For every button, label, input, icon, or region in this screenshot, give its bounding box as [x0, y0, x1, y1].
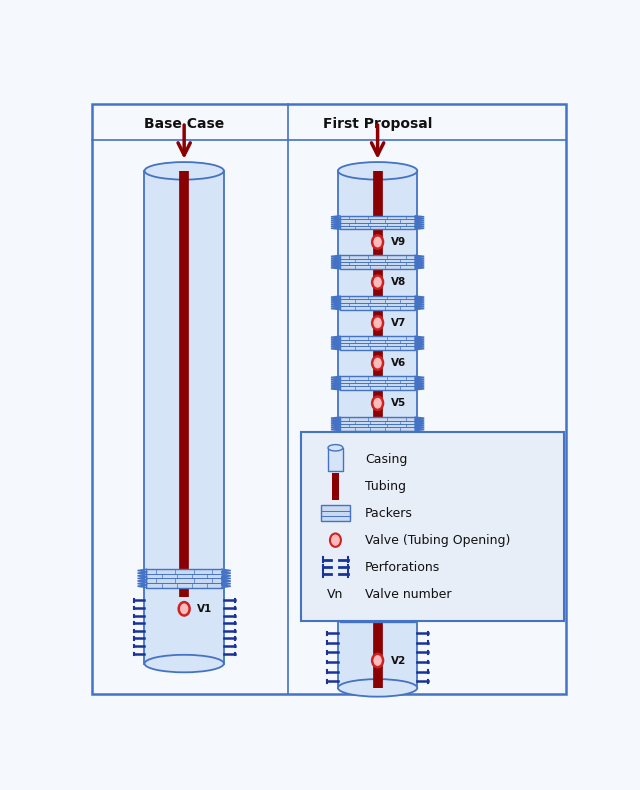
Bar [145, 171, 224, 664]
Text: Packers: Packers [365, 506, 413, 520]
Text: V9: V9 [390, 237, 406, 247]
Bar [340, 417, 415, 431]
Text: Valve (Tubing Opening): Valve (Tubing Opening) [365, 534, 511, 547]
Text: Casing: Casing [365, 453, 408, 466]
Bar [332, 473, 339, 499]
Ellipse shape [338, 162, 417, 179]
Circle shape [372, 356, 383, 370]
Text: Perforations: Perforations [365, 561, 440, 574]
Bar [340, 457, 415, 471]
Text: Valve number: Valve number [365, 588, 452, 600]
Circle shape [372, 477, 383, 491]
Text: V2: V2 [390, 656, 406, 665]
Ellipse shape [338, 679, 417, 697]
Bar [328, 448, 343, 471]
Bar [340, 255, 415, 269]
Circle shape [179, 602, 189, 615]
FancyBboxPatch shape [92, 104, 566, 694]
Circle shape [372, 276, 383, 289]
Text: First Proposal: First Proposal [323, 117, 432, 131]
Text: V5: V5 [390, 398, 406, 408]
Bar [340, 377, 415, 389]
Circle shape [372, 438, 383, 450]
Text: V3: V3 [390, 479, 406, 489]
Bar [321, 506, 350, 521]
Text: V1: V1 [197, 604, 212, 614]
Circle shape [372, 654, 383, 668]
Text: V8: V8 [390, 277, 406, 287]
Ellipse shape [145, 162, 224, 179]
Bar [340, 216, 415, 229]
Text: Vn: Vn [327, 588, 344, 600]
Bar [340, 296, 415, 310]
Text: V4: V4 [390, 439, 406, 449]
Bar [340, 498, 415, 511]
Bar [340, 538, 415, 551]
Circle shape [372, 517, 383, 531]
Text: V1: V1 [390, 519, 406, 529]
Circle shape [330, 533, 341, 547]
Circle shape [372, 397, 383, 410]
Ellipse shape [328, 445, 343, 451]
Text: Tubing: Tubing [365, 480, 406, 493]
Circle shape [372, 235, 383, 249]
Bar [340, 337, 415, 350]
Bar [147, 570, 222, 588]
Bar [340, 608, 415, 622]
Text: V7: V7 [390, 318, 406, 328]
Text: Base Case: Base Case [144, 117, 224, 131]
Circle shape [372, 316, 383, 329]
Bar [301, 432, 564, 621]
Text: V6: V6 [390, 358, 406, 368]
Bar [338, 171, 417, 688]
Ellipse shape [145, 655, 224, 672]
